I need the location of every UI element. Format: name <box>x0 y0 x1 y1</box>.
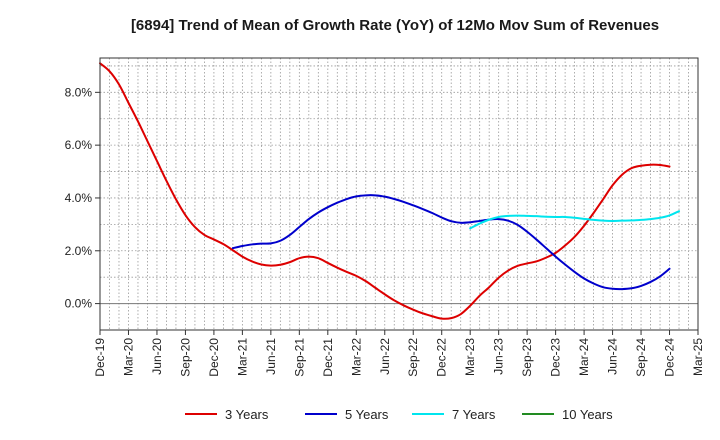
y-axis: 0.0% 2.0% 4.0% 6.0% 8.0% <box>65 85 100 311</box>
x-tick-label: Dec-24 <box>663 338 677 377</box>
grid <box>100 58 698 331</box>
x-tick-label: Dec-23 <box>549 338 563 377</box>
legend-item: 5 Years <box>305 407 389 422</box>
y-tick-label: 8.0% <box>65 85 93 99</box>
x-tick-label: Sep-21 <box>292 338 306 377</box>
series-lines <box>99 62 681 320</box>
legend-label: 7 Years <box>452 407 496 422</box>
legend-label: 10 Years <box>562 407 613 422</box>
x-tick-label: Dec-19 <box>93 338 107 377</box>
series-line-5-years <box>231 194 671 291</box>
x-tick-label: Dec-21 <box>321 338 335 377</box>
x-tick-label: Mar-25 <box>691 338 705 376</box>
legend: 3 Years 5 Years 7 Years 10 Years <box>185 407 613 422</box>
legend-label: 3 Years <box>225 407 269 422</box>
x-tick-label: Dec-22 <box>435 338 449 377</box>
legend-label: 5 Years <box>345 407 389 422</box>
series-line-3-years <box>99 62 671 320</box>
x-tick-label: Jun-24 <box>606 338 620 375</box>
x-tick-label: Mar-20 <box>121 338 135 376</box>
x-tick-label: Dec-20 <box>207 338 221 377</box>
x-tick-label: Jun-23 <box>492 338 506 375</box>
legend-item: 10 Years <box>522 407 613 422</box>
series-line-7-years <box>469 210 681 230</box>
x-tick-label: Mar-23 <box>463 338 477 376</box>
x-tick-label: Mar-21 <box>235 338 249 376</box>
x-tick-label: Sep-20 <box>178 338 192 377</box>
chart-title: [6894] Trend of Mean of Growth Rate (YoY… <box>131 17 659 34</box>
y-tick-label: 4.0% <box>65 191 93 205</box>
y-tick-label: 0.0% <box>65 297 93 311</box>
x-tick-label: Jun-20 <box>150 338 164 375</box>
x-tick-label: Sep-22 <box>406 338 420 377</box>
legend-item: 3 Years <box>185 407 269 422</box>
x-tick-label: Sep-23 <box>520 338 534 377</box>
x-tick-label: Mar-24 <box>577 338 591 376</box>
x-tick-label: Jun-22 <box>378 338 392 375</box>
x-tick-label: Sep-24 <box>634 338 648 377</box>
x-tick-label: Jun-21 <box>264 338 278 375</box>
x-axis: Dec-19 Mar-20 Jun-20 Sep-20 Dec-20 Mar-21 Jun-… <box>93 330 705 377</box>
x-tick-label: Mar-22 <box>349 338 363 376</box>
y-tick-label: 2.0% <box>65 244 93 258</box>
legend-item: 7 Years <box>412 407 496 422</box>
plot-area-frame <box>99 57 699 331</box>
y-tick-label: 6.0% <box>65 138 93 152</box>
